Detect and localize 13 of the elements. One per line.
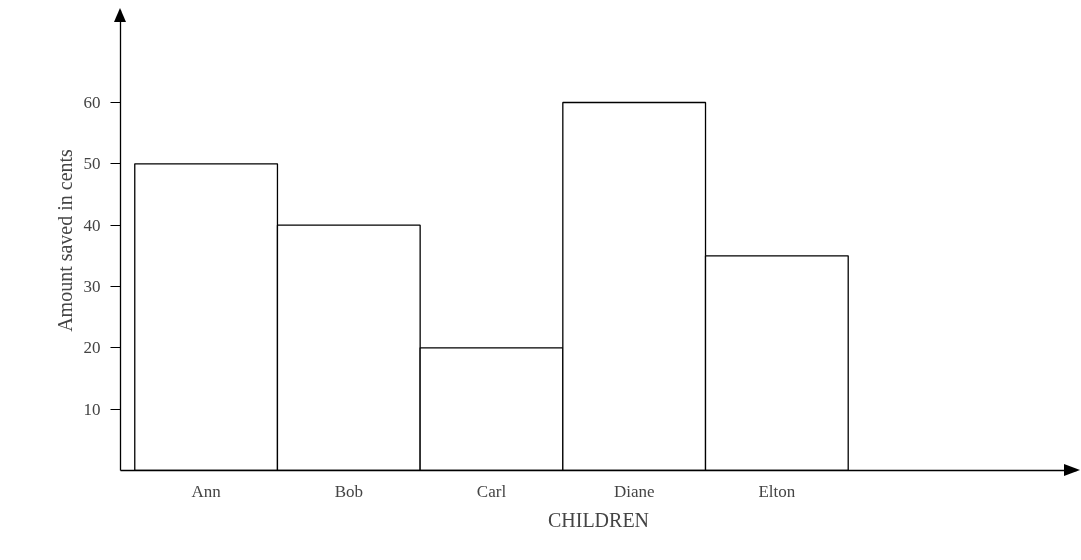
y-tick-label: 30 (83, 277, 101, 296)
x-tick-label: Diane (613, 481, 655, 501)
y-tick-label: 10 (83, 399, 101, 419)
y-tick-label: 60 (83, 93, 101, 112)
x-tick-label: Ann (191, 481, 222, 501)
y-tick-label: 20 (83, 338, 101, 358)
y-tick-label: 50 (83, 154, 101, 174)
y-tick-label: 40 (83, 215, 101, 235)
x-tick-label: Elton (758, 481, 796, 501)
x-axis-title: CHILDREN (547, 508, 650, 531)
y-axis-title: Amount saved in cents (53, 148, 76, 332)
x-tick-label: Carl (476, 481, 507, 501)
x-tick-label: Bob (334, 481, 363, 501)
